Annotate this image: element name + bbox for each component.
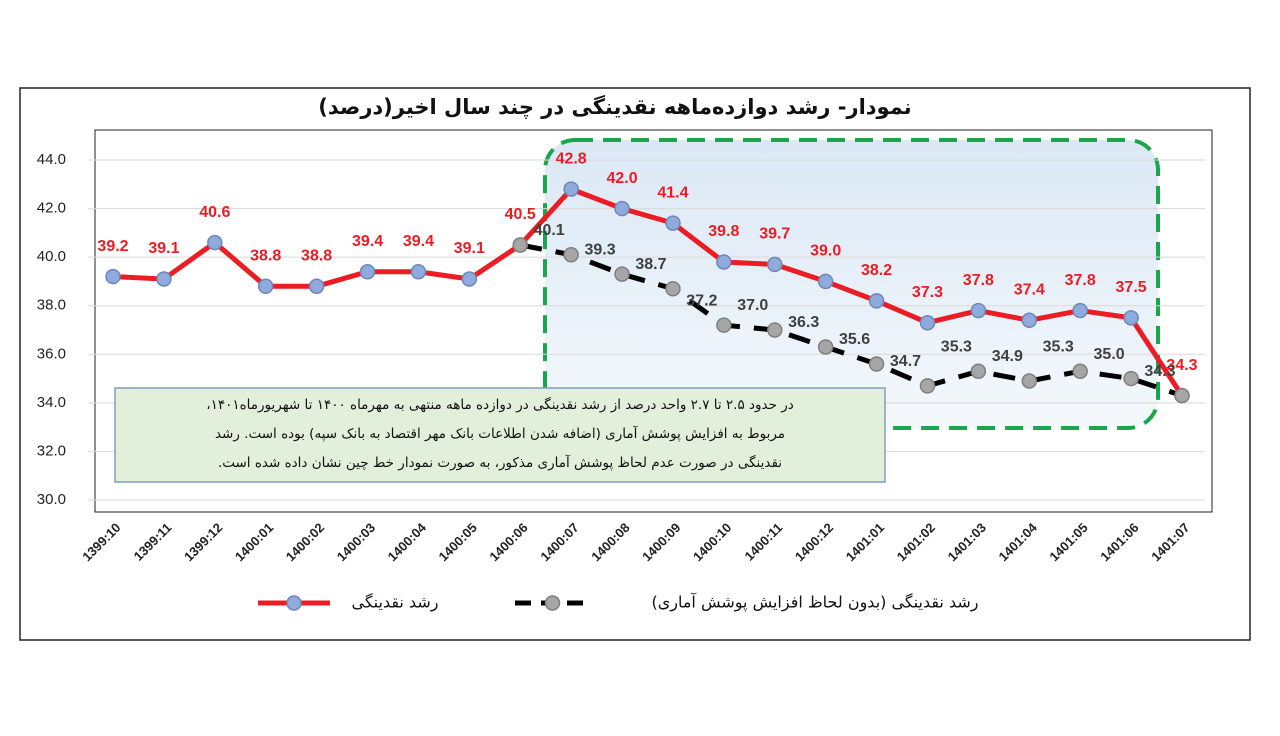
- marker: [868, 356, 885, 372]
- data-label: 40.1: [534, 222, 565, 239]
- data-label: 40.6: [199, 204, 230, 221]
- series-line: [112, 186, 1185, 397]
- data-label: 35.3: [941, 339, 972, 356]
- marker: [1072, 363, 1088, 380]
- marker: [1021, 373, 1038, 389]
- legend-label: رشد نقدینگی (بدون لحاظ افزایش پوشش آماری…: [651, 593, 978, 613]
- data-label: 38.2: [861, 262, 892, 279]
- y-tick-label: 44.0: [37, 151, 66, 168]
- chart-title: نمودار- رشد دوازده‌ماهه نقدینگی در چند س…: [318, 94, 911, 119]
- marker: [1021, 312, 1038, 329]
- marker: [868, 293, 885, 309]
- data-label: 37.8: [1065, 272, 1096, 289]
- data-label: 38.7: [635, 256, 666, 273]
- annotation-text: در حدود ۲.۵ تا ۲.۷ واحد درصد از رشد نقدی…: [206, 396, 794, 413]
- marker: [767, 322, 783, 338]
- y-tick-label: 30.0: [37, 491, 66, 508]
- data-label: 35.3: [1043, 339, 1074, 356]
- marker: [716, 317, 732, 333]
- y-tick-label: 36.0: [37, 345, 66, 362]
- marker: [1072, 302, 1088, 319]
- y-tick-label: 42.0: [37, 200, 66, 217]
- marker: [563, 181, 579, 197]
- marker: [1123, 370, 1139, 387]
- series-line: [519, 242, 1183, 398]
- marker: [512, 237, 528, 253]
- data-label: 39.4: [352, 233, 383, 250]
- data-label: 34.3: [1166, 357, 1197, 374]
- data-label: 39.7: [759, 226, 790, 243]
- data-label: 34.3: [1144, 363, 1175, 380]
- data-label: 36.3: [788, 314, 819, 331]
- data-label: 34.9: [992, 348, 1023, 365]
- data-label: 35.6: [839, 331, 870, 348]
- marker: [207, 234, 223, 251]
- legend-label: رشد نقدینگی: [351, 593, 438, 613]
- marker: [919, 378, 936, 394]
- marker: [156, 271, 172, 287]
- data-label: 39.1: [454, 240, 485, 257]
- annotation-box: [114, 387, 886, 483]
- marker: [359, 263, 376, 280]
- data-label: 39.0: [810, 243, 841, 260]
- marker: [410, 263, 427, 280]
- marker: [817, 339, 834, 355]
- data-label: 39.8: [708, 223, 739, 240]
- data-label: 37.2: [686, 292, 717, 309]
- data-label: 39.1: [148, 240, 179, 257]
- marker: [817, 273, 834, 290]
- data-label: 34.7: [890, 353, 921, 370]
- data-label: 41.4: [657, 184, 688, 201]
- data-label: 38.8: [301, 248, 332, 265]
- data-label: 39.3: [584, 241, 615, 258]
- data-label: 39.2: [97, 238, 128, 255]
- marker: [1123, 310, 1139, 326]
- data-label: 37.3: [912, 284, 943, 301]
- marker: [1174, 387, 1190, 404]
- marker: [716, 254, 732, 270]
- marker: [665, 215, 681, 231]
- annotation-text: مربوط به افزایش پوشش آماری (اضافه شدن اط…: [215, 425, 785, 442]
- y-tick-label: 40.0: [37, 248, 66, 265]
- marker: [105, 268, 121, 285]
- data-label: 42.8: [556, 150, 587, 167]
- data-label: 35.0: [1094, 346, 1125, 363]
- marker: [665, 280, 681, 297]
- marker: [257, 278, 274, 295]
- data-label: 37.0: [737, 297, 768, 314]
- annotation-text: نقدینگی در صورت عدم لحاظ پوشش آماری مذکو…: [218, 454, 782, 471]
- data-label: 37.4: [1014, 282, 1045, 299]
- data-label: 39.4: [403, 233, 434, 250]
- marker: [767, 256, 783, 273]
- data-label: 38.8: [250, 248, 281, 265]
- y-tick-label: 34.0: [37, 394, 66, 411]
- marker: [614, 200, 630, 217]
- y-tick-label: 32.0: [37, 442, 66, 459]
- legend-marker: [286, 595, 302, 611]
- y-tick-label: 38.0: [37, 297, 66, 314]
- marker: [563, 246, 579, 263]
- data-label: 37.8: [963, 272, 994, 289]
- marker: [919, 314, 936, 331]
- legend-marker: [544, 595, 561, 611]
- data-label: 40.5: [505, 206, 536, 223]
- data-label: 42.0: [606, 170, 637, 187]
- marker: [461, 271, 478, 287]
- marker: [614, 266, 630, 282]
- data-label: 37.5: [1116, 279, 1147, 296]
- marker: [970, 302, 987, 319]
- marker: [308, 278, 325, 295]
- marker: [970, 363, 987, 380]
